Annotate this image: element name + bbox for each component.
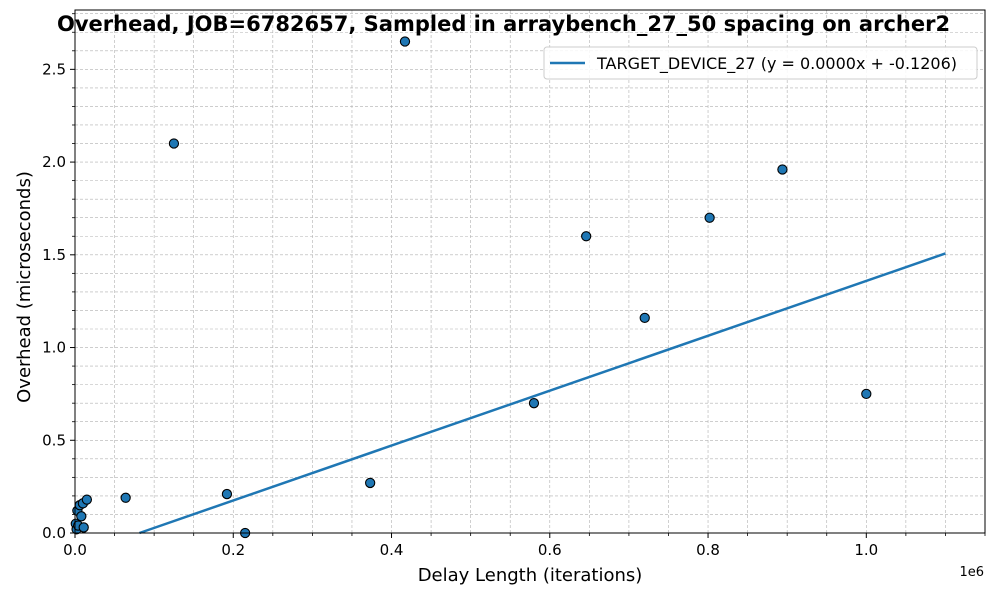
x-axis-label: Delay Length (iterations) xyxy=(418,565,643,586)
legend-entry-fit-line: TARGET_DEVICE_27 (y = 0.0000x + -0.1206) xyxy=(596,54,957,74)
data-point xyxy=(168,138,180,149)
data-point xyxy=(528,398,540,409)
legend: TARGET_DEVICE_27 (y = 0.0000x + -0.1206) xyxy=(543,46,978,80)
y-tick-label: 2.0 xyxy=(42,153,66,171)
chart-title: Overhead, JOB=6782657, Sampled in arrayb… xyxy=(57,12,950,36)
data-point xyxy=(78,522,89,533)
y-tick-label: 1.0 xyxy=(42,339,66,357)
x-tick-label: 0.6 xyxy=(538,541,562,559)
data-point xyxy=(704,212,715,223)
x-tick-label: 1.0 xyxy=(854,541,878,559)
data-points-layer xyxy=(70,36,872,539)
y-tick-label: 1.5 xyxy=(42,246,66,264)
x-axis-offset-label: 1e6 xyxy=(959,565,984,580)
data-point xyxy=(581,231,592,242)
legend-box xyxy=(543,46,978,80)
data-point xyxy=(777,164,788,175)
fit-line xyxy=(139,252,946,535)
data-point xyxy=(120,492,131,503)
data-point xyxy=(81,494,93,505)
data-point xyxy=(399,36,411,47)
y-tick-label: 2.5 xyxy=(42,60,66,78)
data-point xyxy=(639,312,650,324)
x-tick-label: 0.0 xyxy=(63,541,87,559)
data-point xyxy=(861,388,872,400)
x-tick-label: 0.2 xyxy=(221,541,245,559)
x-tick-label: 0.4 xyxy=(380,541,404,559)
x-tick-label: 0.8 xyxy=(696,541,720,559)
y-axis-label: Overhead (microseconds) xyxy=(14,171,35,403)
data-point xyxy=(76,511,87,522)
data-point xyxy=(221,488,233,500)
data-point xyxy=(365,477,376,489)
axes-layer xyxy=(74,9,986,534)
plot-frame xyxy=(74,9,986,534)
y-tick-label: 0.5 xyxy=(42,431,66,449)
fit-line-layer xyxy=(139,252,946,535)
y-tick-label: 0.0 xyxy=(42,524,66,542)
tick-labels-layer: 0.0 0.2 0.4 0.6 0.8 1.0 0.0 0.5 1.0 1.5 2.0 2.5 xyxy=(42,13,986,559)
